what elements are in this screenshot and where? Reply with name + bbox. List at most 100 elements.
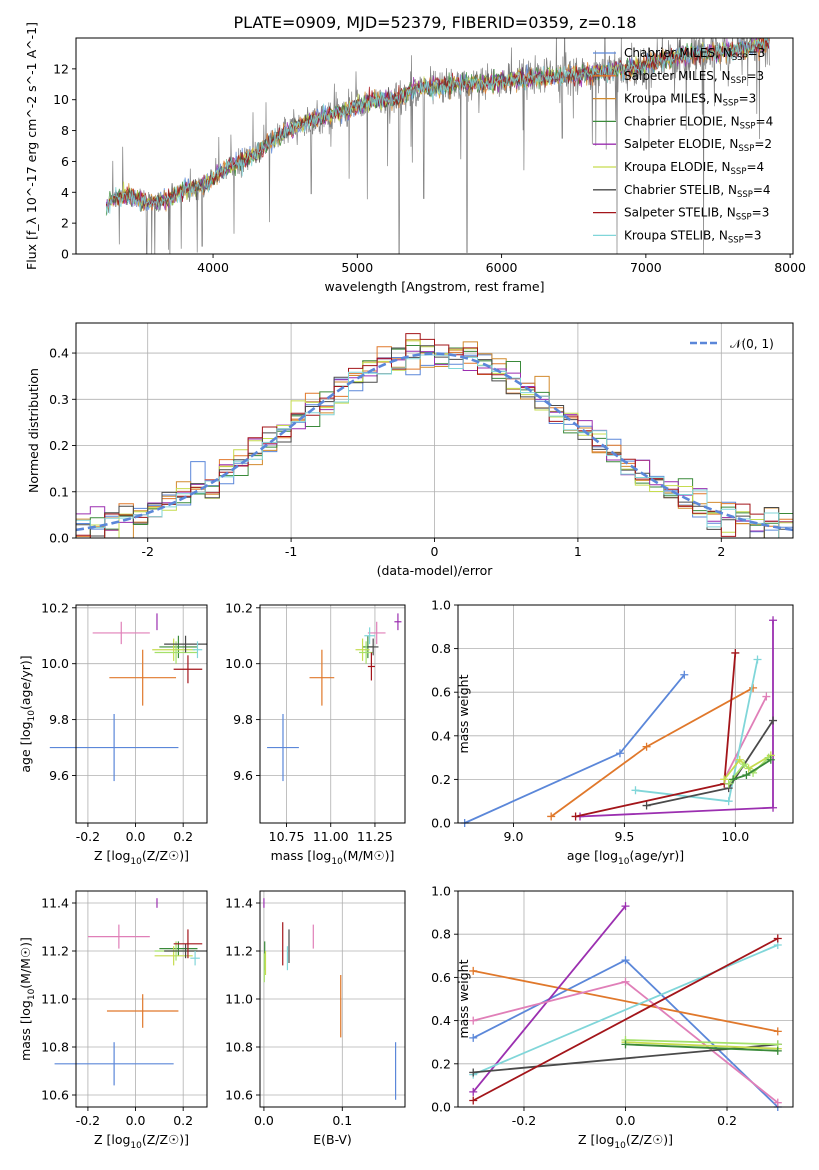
- x-axis-label: Z [log10(Z/Z☉)]: [578, 1132, 673, 1151]
- x-tick-label: 0.2: [717, 1113, 737, 1128]
- weight-point-marker: [621, 902, 630, 911]
- axes-frame: 10.75 11.00 11.25 9.6 9.8 10.0 10.2 mass [log10…: [225, 600, 406, 867]
- y-tick-label: 0.2: [431, 1056, 451, 1071]
- plot-area: [105, 38, 771, 254]
- legend-label: Salpeter MILES, N: [624, 69, 731, 83]
- y-tick-label: 9.6: [233, 768, 253, 783]
- x-tick-label: 0.2: [173, 1113, 193, 1128]
- weight-point-marker: [615, 749, 624, 758]
- weight-series-line: [473, 970, 778, 1033]
- plot-area: [460, 616, 778, 827]
- y-label-tail: (M/M☉)]: [18, 937, 33, 989]
- y-tick-label: 11.4: [41, 896, 69, 911]
- weight-vs-metallicity-panel: -0.2 0.0 0.2 0.0 0.2 0.4 0.6 0.8 1.0 Z [log10(Z/Z…: [431, 884, 794, 1151]
- weight-point-marker: [469, 1096, 478, 1105]
- weight-point-marker: [762, 692, 771, 701]
- x-tick-label: 2: [717, 544, 725, 559]
- legend-label: Kroupa ELODIE, N: [624, 160, 731, 174]
- weight-series-line: [635, 659, 759, 803]
- weight-series-line: [464, 674, 685, 824]
- y-tick-label: 2: [61, 216, 69, 231]
- legend-label-sub: SSP: [728, 235, 744, 245]
- weight-point-marker: [621, 956, 630, 965]
- y-tick-label: 9.6: [49, 768, 69, 783]
- model-fit-line: [105, 38, 770, 212]
- y-tick-label: 10.0: [225, 656, 253, 671]
- y-tick-label: 9.8: [49, 712, 69, 727]
- plot-area: [267, 613, 402, 782]
- x-axis-label: mass [log10(M/M☉)]: [271, 848, 395, 867]
- histogram-step: [76, 333, 793, 538]
- y-axis-label: mass weight: [456, 959, 471, 1038]
- plot-area: [76, 333, 793, 538]
- x-label-tail: (age/yr)]: [629, 848, 684, 863]
- y-tick-label: 12: [53, 61, 69, 76]
- y-tick-label: 11.2: [225, 944, 253, 959]
- legend-entry: Kroupa MILES, NSSP=3: [624, 92, 756, 109]
- x-tick-label: 7000: [630, 260, 662, 275]
- weight-point-marker: [729, 775, 738, 784]
- mass-vs-metallicity-panel: -0.2 0.0 0.210.610.811.011.211.4Z [log10(Z…: [18, 890, 208, 1151]
- weight-point-marker: [642, 801, 651, 810]
- legend-label-tail: =4: [746, 160, 764, 174]
- axes-frame: 9.0 9.5 10.0 0.0 0.2 0.4 0.6 0.8 1.0 age [log10(a…: [431, 598, 794, 867]
- weight-point-marker: [724, 797, 733, 806]
- legend-label-sub: SSP: [732, 53, 748, 63]
- x-tick-label: 0.0: [126, 1113, 146, 1128]
- weight-point-marker: [773, 934, 782, 943]
- weight-point-marker: [680, 670, 689, 679]
- weight-point-marker: [773, 1027, 782, 1036]
- x-label-sub: 10: [618, 857, 630, 867]
- axes-frame: 0.0 0.1 10.6 10.8 11.0 11.2 11.4 E(B-V): [225, 890, 406, 1147]
- legend-label-sub: SSP: [738, 144, 754, 154]
- y-tick-label: 4: [61, 185, 69, 200]
- weight-point-marker: [571, 812, 580, 821]
- x-tick-label: 11.25: [357, 829, 393, 844]
- weight-point-marker: [547, 812, 556, 821]
- y-tick-label: 0.4: [431, 1013, 451, 1028]
- x-tick-label: -0.2: [76, 829, 100, 844]
- plot-area: [469, 902, 782, 1111]
- x-tick-label: 6000: [486, 260, 518, 275]
- legend-label-tail: =3: [748, 46, 766, 60]
- weight-series-line: [723, 696, 768, 780]
- legend-label-sub: SSP: [723, 99, 739, 109]
- x-tick-label: 10.75: [269, 829, 305, 844]
- x-tick-label: 0.2: [173, 829, 193, 844]
- legend-label-tail: =3: [744, 228, 762, 242]
- x-tick-label: -0.2: [76, 1113, 100, 1128]
- x-tick-label: 9.0: [504, 829, 524, 844]
- weight-point-marker: [766, 755, 775, 764]
- axes-frame: -0.2 0.0 0.29.69.810.010.2Z [log10(Z/Z☉)]a…: [18, 600, 208, 867]
- normal-curve: [76, 352, 793, 532]
- weight-point-marker: [631, 786, 640, 795]
- axes-frame: -0.2 0.0 0.210.610.811.011.211.4Z [log10(Z…: [18, 890, 208, 1151]
- legend-label: Chabrier MILES, N: [624, 46, 732, 60]
- y-axis-label: Normed distribution: [26, 368, 41, 493]
- legend-entry: Kroupa STELIB, NSSP=3: [624, 228, 762, 245]
- weight-point-marker: [724, 779, 733, 788]
- y-label-sub: 10: [27, 710, 37, 722]
- legend-entry: Salpeter MILES, NSSP=3: [624, 69, 764, 86]
- weight-series-line: [579, 620, 774, 818]
- plot-area: [49, 613, 207, 782]
- y-label-sub: 10: [27, 988, 37, 1000]
- weight-point-marker: [469, 966, 478, 975]
- weight-point-marker: [720, 775, 729, 784]
- x-label-sub: 10: [130, 1141, 142, 1151]
- weight-point-marker: [773, 1046, 782, 1055]
- legend-entry: Kroupa ELODIE, NSSP=4: [624, 160, 764, 177]
- weight-point-marker: [769, 803, 778, 812]
- legend-label-tail: =3: [746, 69, 764, 83]
- x-tick-label: 0.0: [126, 829, 146, 844]
- y-tick-label: 0.0: [49, 531, 69, 546]
- x-label-main: Z [log: [578, 1132, 614, 1147]
- y-tick-label: 0.8: [431, 641, 451, 656]
- y-tick-label: 0.0: [431, 1100, 451, 1115]
- x-tick-label: 10.0: [721, 829, 749, 844]
- x-tick-label: 5000: [341, 260, 373, 275]
- y-tick-label: 10.8: [41, 1040, 69, 1055]
- legend-label: Salpeter ELODIE, N: [624, 137, 738, 151]
